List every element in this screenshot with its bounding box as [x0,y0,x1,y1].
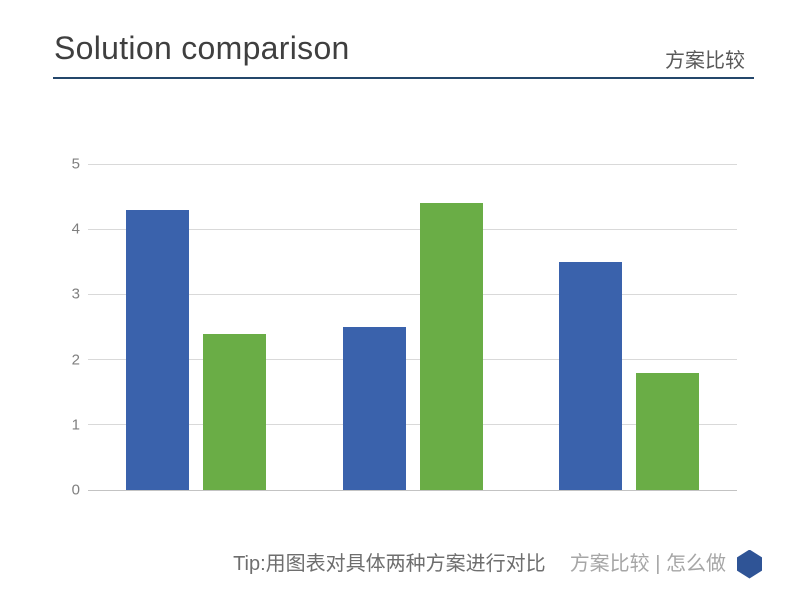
y-axis-tick-label-4: 4 [71,220,80,238]
title-underline-divider [53,77,754,79]
bar-blue-group3 [558,262,622,490]
y-axis-tick-label-0: 0 [71,481,80,499]
hexagon-icon [737,549,762,579]
footer-tip-text: Tip:用图表对具体两种方案进行对比 [233,553,546,575]
y-axis-tick-label-5: 5 [71,155,80,173]
y-axis-tick-label-3: 3 [71,285,80,303]
gridline-y1 [88,424,737,426]
gridline-y3 [88,293,737,295]
page-subtitle-chinese: 方案比较 [665,50,745,72]
bar-green-group1 [203,334,267,490]
page-title: Solution comparison [54,30,350,66]
bar-green-group2 [419,203,483,490]
bar-green-group3 [635,373,699,490]
gridline-y5 [88,163,737,165]
gridline-y4 [88,228,737,230]
footer: Tip:用图表对具体两种方案进行对比 方案比较 | 怎么做 [233,549,762,579]
gridline-y2 [88,359,737,361]
y-axis-tick-label-2: 2 [71,351,80,369]
bar-blue-group2 [342,327,406,490]
bar-chart-plot-area: 0 1 2 3 4 5 [72,156,737,499]
y-axis-tick-label-1: 1 [71,416,80,434]
bar-blue-group1 [126,210,190,490]
footer-topic-label: 方案比较 | 怎么做 [569,553,726,575]
gridline-y0 [88,489,737,491]
